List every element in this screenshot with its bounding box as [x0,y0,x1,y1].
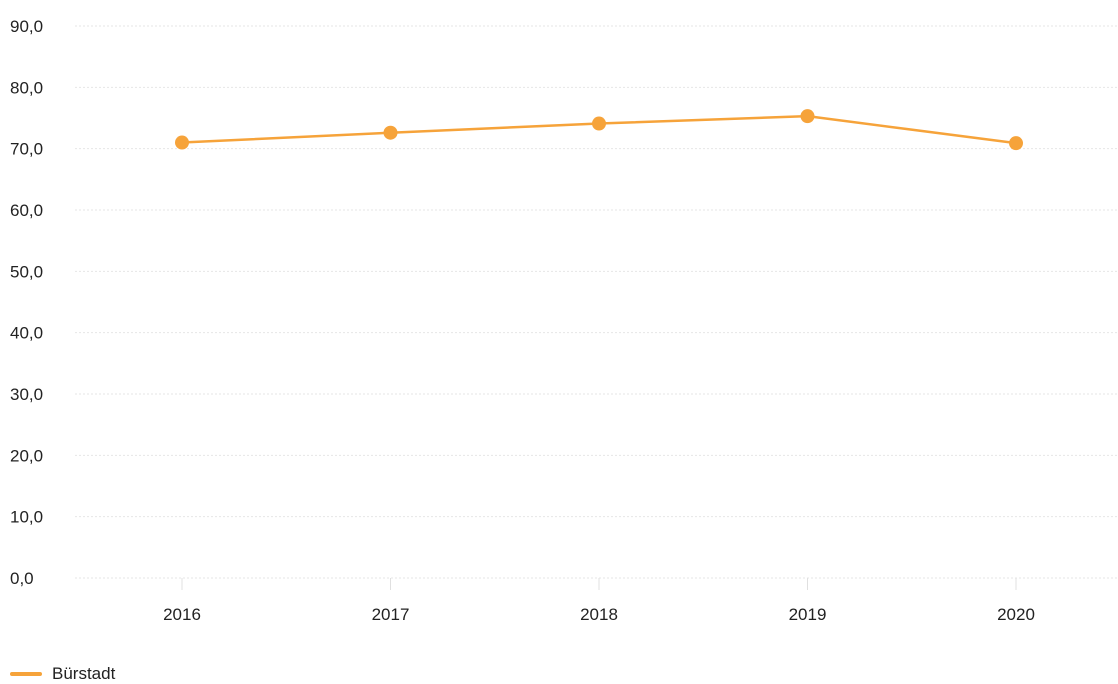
y-tick-label: 90,0 [10,17,43,36]
y-tick-label: 20,0 [10,446,43,465]
y-tick-label: 30,0 [10,385,43,404]
y-tick-label: 70,0 [10,140,43,159]
x-tick-label: 2020 [997,605,1035,624]
x-tick-label: 2019 [789,605,827,624]
legend-swatch [10,672,42,676]
legend: Bürstadt [10,664,115,684]
data-point[interactable] [800,109,815,124]
data-points [175,109,1023,151]
x-axis-ticks [181,578,1017,590]
x-axis-tick-labels: 2016 2017 2018 2019 2020 [163,605,1035,624]
x-tick-label: 2017 [372,605,410,624]
data-point[interactable] [592,116,606,131]
data-point[interactable] [1009,136,1023,151]
x-tick-label: 2018 [580,605,618,624]
y-tick-label: 0,0 [10,569,34,588]
y-tick-label: 10,0 [10,508,43,527]
data-point[interactable] [175,135,189,150]
line-chart: 0,010,020,030,040,050,060,070,080,090,0 … [10,17,1118,624]
y-axis-tick-labels: 0,0 10,0 20,0 30,0 40,0 50,0 60,0 70,0 80,0 90,0 [10,17,43,588]
y-tick-label: 80,0 [10,78,43,97]
legend-label-buerstadt: Bürstadt [52,664,116,683]
data-point[interactable] [383,125,398,140]
x-tick-label: 2016 [163,605,201,624]
y-tick-label: 40,0 [10,324,43,343]
gridlines [75,25,1118,579]
y-tick-label: 60,0 [10,201,43,220]
y-tick-label: 50,0 [10,262,43,281]
